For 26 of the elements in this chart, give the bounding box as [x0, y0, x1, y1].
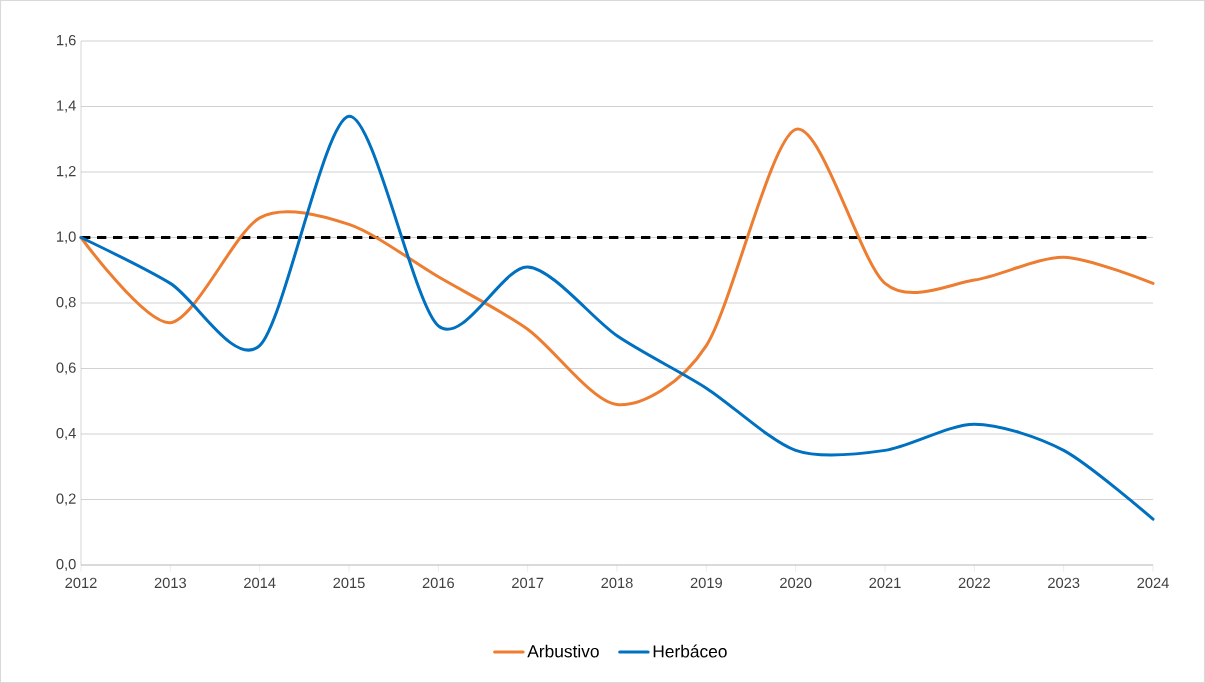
y-tick-label: 1,6: [57, 34, 76, 48]
line-series: [79, 114, 1155, 521]
x-tick-label: 2019: [690, 577, 722, 589]
x-tick-label: 2014: [244, 577, 276, 589]
y-tick-label: 0,4: [56, 427, 76, 441]
x-tick-label: 2021: [869, 577, 901, 589]
x-tick-label: 2012: [65, 577, 97, 589]
x-tick-label: 2015: [333, 577, 365, 589]
y-tick-label: 1,2: [57, 165, 76, 179]
y-tick-label: 1,4: [57, 100, 76, 113]
x-tick-label: 2020: [780, 577, 812, 589]
y-tick-label: 0,2: [56, 493, 76, 506]
x-tick-label: 2016: [422, 577, 454, 589]
y-tick-label: 0,6: [56, 362, 76, 375]
y-tick-label: 0,0: [56, 558, 76, 572]
x-tick-label: 2022: [958, 577, 990, 589]
line-series: [79, 127, 1155, 407]
y-tick-label: 0,8: [56, 296, 76, 310]
legend-label: Arbustivo: [527, 644, 599, 658]
x-tick-label: 2023: [1048, 577, 1080, 589]
x-tick-label: 2017: [512, 577, 544, 589]
y-tick-label: 1,0: [57, 231, 76, 244]
x-tick-label: 2013: [154, 577, 186, 589]
x-tick-label: 2018: [601, 577, 633, 589]
x-tick-label: 2024: [1137, 577, 1169, 589]
legend-label: Herbáceo: [653, 644, 727, 658]
